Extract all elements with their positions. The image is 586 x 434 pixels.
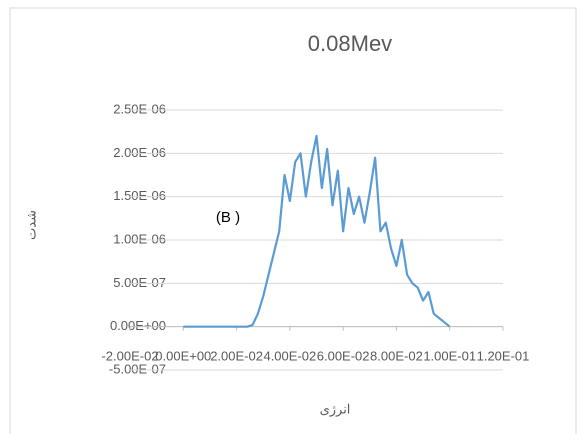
x-tick-label: 6.00E-02 xyxy=(317,348,370,363)
x-tick-label: 4.00E-02 xyxy=(263,348,316,363)
chart-frame xyxy=(9,7,577,434)
x-tick-label: 8.00E-02 xyxy=(370,348,423,363)
y-tick-label: -5.00E-07 xyxy=(109,361,166,376)
x-tick-label: 0.00E+00 xyxy=(155,348,211,363)
y-tick-label: 0.00E+00 xyxy=(110,318,166,333)
x-tick-label: -2.00E-02 xyxy=(101,348,158,363)
line-series xyxy=(183,134,451,328)
y-axis-label: شدت xyxy=(23,210,38,240)
y-tick-label: 1.00E-06 xyxy=(113,231,166,246)
y-tick-label: 5.00E-07 xyxy=(113,275,166,290)
x-tick-label: 1.20E-01 xyxy=(477,348,530,363)
y-tick-label: 2.00E-06 xyxy=(113,145,166,160)
x-tick-label: 1.00E-01 xyxy=(423,348,476,363)
x-axis-label: انرژی xyxy=(320,401,351,417)
annotation: (B ) xyxy=(216,209,240,226)
chart-title: 0.08Mev xyxy=(308,31,392,56)
y-tick-label: 2.50E-06 xyxy=(113,101,166,116)
x-tick-label: 2.00E-02 xyxy=(210,348,263,363)
y-tick-label: 1.50E-06 xyxy=(113,188,166,203)
